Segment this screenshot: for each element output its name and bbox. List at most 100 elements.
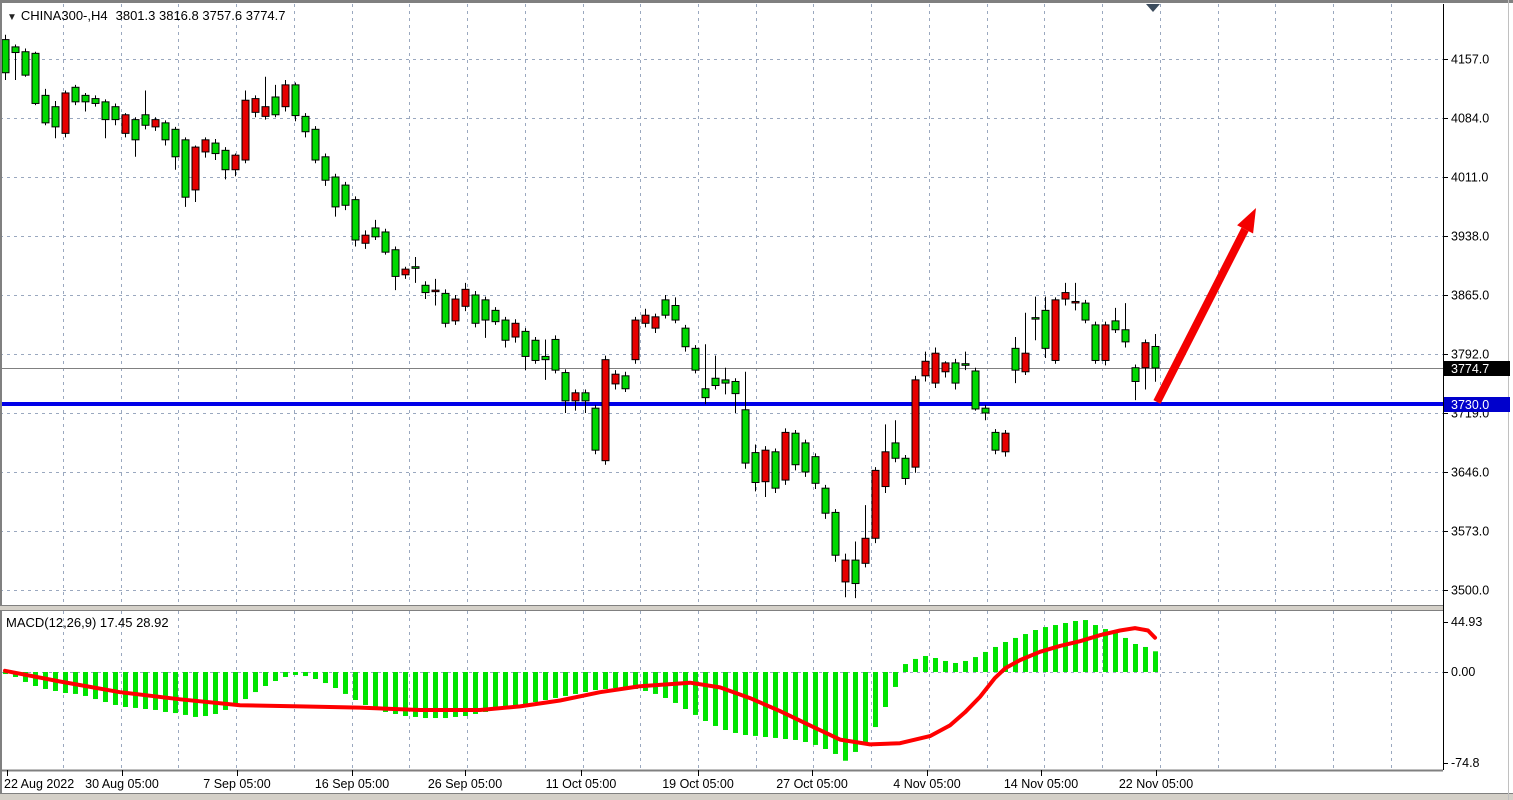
candle-bearish bbox=[101, 101, 110, 121]
candle-bearish bbox=[1131, 367, 1140, 382]
macd-histogram-bar bbox=[533, 672, 538, 703]
macd-histogram-bar bbox=[113, 672, 118, 705]
macd-histogram-bar bbox=[713, 672, 718, 726]
macd-histogram-bar bbox=[493, 672, 498, 710]
time-axis-label: 30 Aug 05:00 bbox=[85, 777, 159, 791]
macd-histogram-bar bbox=[1083, 620, 1088, 672]
candle-bearish bbox=[221, 149, 230, 171]
macd-histogram-bar bbox=[553, 672, 558, 698]
candle-bullish bbox=[61, 92, 70, 134]
macd-histogram-bar bbox=[623, 672, 628, 689]
macd-histogram-bar bbox=[1063, 623, 1068, 672]
candle-bearish bbox=[991, 431, 1000, 451]
candle-bullish bbox=[611, 373, 620, 385]
macd-histogram-bar bbox=[463, 672, 468, 717]
candle-bearish bbox=[291, 84, 300, 117]
macd-histogram-bar bbox=[153, 672, 158, 710]
candle-bullish bbox=[1001, 432, 1010, 453]
macd-histogram-bar bbox=[1033, 630, 1038, 672]
macd-histogram-bar bbox=[923, 655, 928, 672]
candle-bearish bbox=[591, 407, 600, 451]
time-axis-area[interactable] bbox=[0, 772, 1443, 792]
macd-histogram-bar bbox=[123, 672, 128, 707]
macd-histogram-bar bbox=[473, 672, 478, 714]
macd-histogram-bar bbox=[1113, 632, 1118, 672]
candle-bullish bbox=[651, 316, 660, 329]
candle-bullish bbox=[191, 146, 200, 191]
candle-bullish bbox=[921, 360, 930, 377]
macd-histogram-bar bbox=[1153, 651, 1158, 672]
macd-histogram-bar bbox=[203, 672, 208, 717]
candle-bearish bbox=[671, 305, 680, 321]
macd-histogram-bar bbox=[193, 672, 198, 717]
candle-bearish bbox=[391, 249, 400, 277]
macd-histogram-bar bbox=[3, 672, 8, 675]
candle-bearish bbox=[371, 227, 380, 238]
candle-bearish bbox=[381, 231, 390, 253]
candle-bearish bbox=[1111, 320, 1120, 331]
trend-arrow-shaft[interactable] bbox=[1153, 227, 1249, 404]
candle-bearish bbox=[211, 142, 220, 155]
candle-bearish bbox=[21, 51, 30, 76]
macd-histogram-bar bbox=[263, 672, 268, 686]
candle-bearish bbox=[541, 355, 550, 361]
panel-separator[interactable] bbox=[0, 606, 1443, 610]
candle-bullish bbox=[571, 392, 580, 402]
macd-histogram-bar bbox=[913, 658, 918, 672]
macd-axis-label: 0.00 bbox=[1451, 665, 1475, 679]
macd-histogram-bar bbox=[873, 672, 878, 728]
candle-bearish bbox=[891, 442, 900, 459]
macd-histogram-bar bbox=[443, 672, 448, 719]
candle-bullish bbox=[1101, 324, 1110, 361]
candle-bearish bbox=[801, 442, 810, 473]
trendline-price-badge-text: 3730.0 bbox=[1451, 398, 1489, 412]
trend-arrow-head[interactable] bbox=[1237, 208, 1256, 234]
candle-bullish bbox=[631, 319, 640, 361]
candle-bullish bbox=[451, 298, 460, 322]
macd-histogram-bar bbox=[1003, 641, 1008, 672]
candle-bearish bbox=[741, 409, 750, 464]
macd-histogram-bar bbox=[683, 672, 688, 710]
candle-bearish bbox=[171, 128, 180, 158]
macd-indicator-label: MACD(12,26,9) 17.45 28.92 bbox=[6, 615, 169, 630]
macd-histogram-bar bbox=[413, 672, 418, 717]
macd-plot-area[interactable] bbox=[0, 611, 1443, 770]
candle-bullish bbox=[241, 99, 250, 161]
macd-signal-line bbox=[3, 626, 1157, 747]
candle-bearish bbox=[301, 115, 310, 133]
macd-axis-label: 44.93 bbox=[1451, 615, 1482, 629]
candle-bearish bbox=[521, 330, 530, 357]
candle-bullish bbox=[261, 106, 270, 117]
candle-bearish bbox=[441, 292, 450, 324]
macd-histogram-bar bbox=[373, 672, 378, 710]
main-plot-area[interactable] bbox=[0, 4, 1443, 605]
candle-bearish bbox=[561, 372, 570, 402]
macd-histogram-bar bbox=[753, 672, 758, 736]
candle-bullish bbox=[1021, 352, 1030, 373]
macd-histogram-bar bbox=[703, 672, 708, 721]
candle-bearish bbox=[731, 380, 740, 395]
macd-histogram-bar bbox=[653, 672, 658, 694]
time-axis-label: 27 Oct 05:00 bbox=[776, 777, 848, 791]
macd-histogram-bar bbox=[743, 672, 748, 735]
macd-histogram-bar bbox=[253, 672, 258, 693]
candle-bearish bbox=[901, 457, 910, 479]
symbol-dropdown-icon[interactable]: ▼ bbox=[7, 12, 17, 23]
candle-bullish bbox=[151, 119, 160, 128]
candle-bearish bbox=[751, 452, 760, 484]
candle-bullish bbox=[1141, 342, 1150, 369]
candle-bullish bbox=[601, 359, 610, 462]
price-axis-area[interactable] bbox=[1444, 0, 1513, 770]
candle-bullish bbox=[401, 268, 410, 276]
macd-histogram-bar bbox=[563, 672, 568, 696]
candle-bearish bbox=[1121, 329, 1130, 343]
candle-bearish bbox=[621, 375, 630, 390]
macd-histogram-bar bbox=[213, 672, 218, 714]
candle-bullish bbox=[641, 314, 650, 324]
macd-histogram-bar bbox=[333, 672, 338, 689]
macd-histogram-bar bbox=[33, 672, 38, 686]
ohlc-values: 3801.3 3816.8 3757.6 3774.7 bbox=[115, 8, 286, 23]
macd-histogram-bar bbox=[313, 672, 318, 679]
candle-bearish bbox=[1151, 345, 1160, 369]
